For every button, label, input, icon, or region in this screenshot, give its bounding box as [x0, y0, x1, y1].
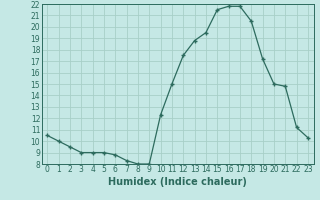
- X-axis label: Humidex (Indice chaleur): Humidex (Indice chaleur): [108, 177, 247, 187]
